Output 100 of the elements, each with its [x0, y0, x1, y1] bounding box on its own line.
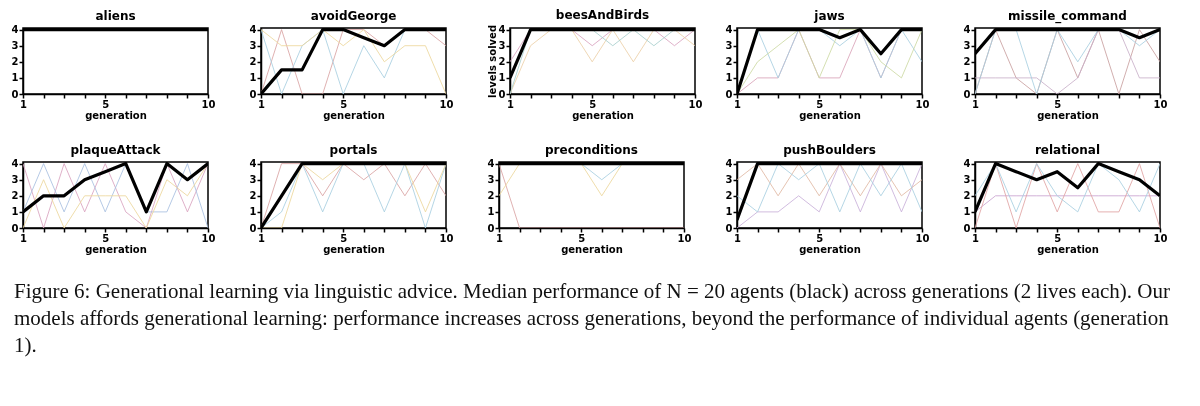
y-tick-label: 3: [249, 40, 257, 52]
y-tick-label: 1: [498, 72, 506, 84]
y-tick-label: 3: [725, 174, 733, 186]
x-tick-label: 10: [439, 232, 454, 244]
y-tick-label: 3: [498, 40, 506, 52]
y-tick-label: 0: [249, 88, 257, 100]
y-tick-label: 0: [498, 88, 506, 100]
y-tick-label: 2: [963, 56, 971, 68]
y-tick-label: 0: [487, 222, 495, 234]
x-tick-label: 5: [340, 98, 348, 110]
x-axis-title: generation: [85, 243, 147, 255]
y-tick-label: 0: [249, 222, 257, 234]
y-tick-label: 0: [725, 222, 733, 234]
chart-title: beesAndBirds: [555, 8, 650, 23]
y-tick-label: 2: [249, 56, 257, 68]
x-tick-label: 10: [677, 232, 692, 244]
y-tick-label: 2: [725, 56, 733, 68]
x-tick-label: 5: [340, 232, 348, 244]
x-axis-title: generation: [323, 109, 385, 121]
y-tick-label: 4: [963, 24, 971, 36]
x-axis-title: generation: [572, 109, 634, 121]
y-tick-label: 4: [725, 24, 733, 36]
x-tick-label: 5: [102, 232, 110, 244]
chart-title: jaws: [813, 8, 845, 23]
x-tick-label: 10: [915, 232, 930, 244]
chart-title: pushBoulders: [783, 142, 876, 157]
y-tick-label: 1: [963, 72, 971, 84]
chart-title: avoidGeorge: [310, 8, 397, 23]
chart-title: relational: [1034, 142, 1101, 157]
y-tick-label: 2: [487, 190, 495, 202]
y-tick-label: 3: [963, 40, 971, 52]
x-tick-label: 1: [734, 98, 742, 110]
chart-title: missile_command: [1008, 8, 1127, 24]
y-tick-label: 2: [725, 190, 733, 202]
x-tick-label: 10: [439, 98, 454, 110]
y-tick-label: 4: [11, 158, 19, 170]
x-tick-label: 1: [972, 232, 980, 244]
y-tick-label: 0: [963, 222, 971, 234]
x-tick-label: 1: [972, 98, 980, 110]
chart-title: plaqueAttack: [70, 142, 162, 157]
y-tick-label: 0: [11, 88, 19, 100]
x-axis-title: generation: [323, 243, 385, 255]
y-tick-label: 2: [249, 190, 257, 202]
x-axis-title: generation: [1037, 243, 1099, 255]
y-tick-label: 1: [487, 206, 495, 218]
x-tick-label: 10: [1153, 98, 1168, 110]
y-tick-label: 0: [11, 222, 19, 234]
chart-title: portals: [329, 142, 378, 157]
y-axis-title: levels solved: [486, 24, 498, 99]
y-tick-label: 4: [11, 24, 19, 36]
y-tick-label: 4: [963, 158, 971, 170]
y-tick-label: 3: [11, 40, 19, 52]
chart-title: preconditions: [544, 142, 639, 157]
x-tick-label: 10: [201, 98, 216, 110]
x-tick-label: 1: [258, 232, 266, 244]
chart-title: aliens: [95, 8, 136, 23]
y-tick-label: 1: [249, 72, 257, 84]
y-tick-label: 3: [963, 174, 971, 186]
x-axis-title: generation: [1037, 109, 1099, 121]
x-tick-label: 1: [258, 98, 266, 110]
x-axis-title: generation: [799, 243, 861, 255]
y-tick-label: 2: [498, 56, 506, 68]
y-tick-label: 1: [725, 206, 733, 218]
y-tick-label: 4: [249, 158, 257, 170]
x-tick-label: 10: [688, 98, 703, 110]
y-tick-label: 1: [11, 72, 19, 84]
y-tick-label: 1: [249, 206, 257, 218]
y-tick-label: 4: [249, 24, 257, 36]
caption: Figure 6: Generational learning via linguistic advice. Median performance of N = 20 agents (black) across generations (2 lives each). Our models affords generational learning: performance increases across generations, beyond the performance of individual agents (generation 1).: [14, 278, 1171, 359]
x-tick-label: 1: [734, 232, 742, 244]
x-axis-title: generation: [799, 109, 861, 121]
y-tick-label: 0: [725, 88, 733, 100]
x-tick-label: 1: [20, 98, 28, 110]
x-tick-label: 10: [201, 232, 216, 244]
y-tick-label: 3: [249, 174, 257, 186]
x-axis-title: generation: [561, 243, 623, 255]
x-tick-label: 5: [1054, 232, 1062, 244]
y-tick-label: 1: [725, 72, 733, 84]
x-tick-label: 5: [1054, 98, 1062, 110]
y-tick-label: 1: [963, 206, 971, 218]
x-tick-label: 5: [589, 98, 597, 110]
y-tick-label: 4: [498, 24, 506, 36]
y-tick-label: 2: [963, 190, 971, 202]
x-tick-label: 1: [507, 98, 515, 110]
y-tick-label: 2: [11, 190, 19, 202]
y-tick-label: 2: [11, 56, 19, 68]
x-tick-label: 5: [102, 98, 110, 110]
x-tick-label: 5: [578, 232, 586, 244]
y-tick-label: 4: [487, 158, 495, 170]
x-tick-label: 10: [1153, 232, 1168, 244]
x-tick-label: 1: [20, 232, 28, 244]
x-tick-label: 5: [816, 98, 824, 110]
y-tick-label: 0: [963, 88, 971, 100]
y-tick-label: 3: [11, 174, 19, 186]
x-axis-title: generation: [85, 109, 147, 121]
y-tick-label: 1: [11, 206, 19, 218]
x-tick-label: 10: [915, 98, 930, 110]
y-tick-label: 4: [725, 158, 733, 170]
y-tick-label: 3: [725, 40, 733, 52]
x-tick-label: 5: [816, 232, 824, 244]
